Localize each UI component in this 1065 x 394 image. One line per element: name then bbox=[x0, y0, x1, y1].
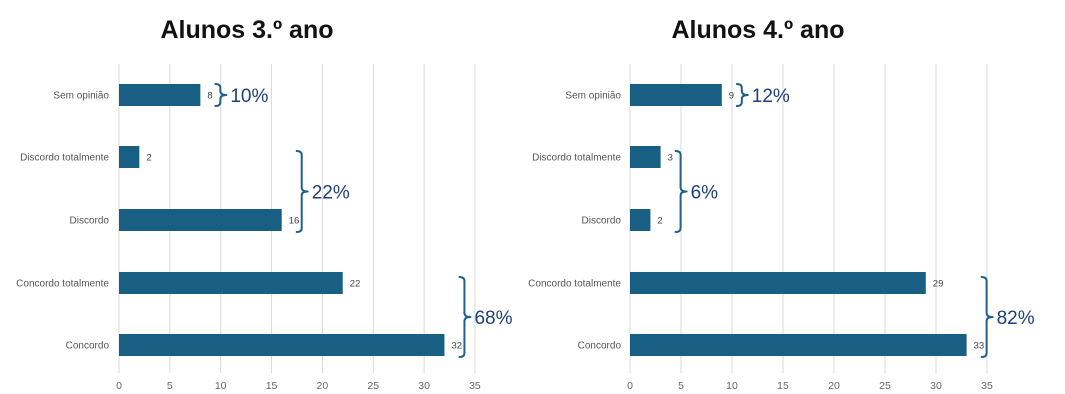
data-label: 32 bbox=[451, 341, 462, 352]
chart-title: Alunos 3.º ano bbox=[160, 16, 333, 44]
data-label: 8 bbox=[207, 91, 212, 102]
category-label: Discordo totalmente bbox=[532, 153, 621, 164]
data-label: 3 bbox=[668, 153, 673, 164]
category-label: Concordo bbox=[578, 341, 622, 352]
chart-alunos-3-ano: Alunos 3.º ano 0 5 10 15 20 25 30 35 Sem opinião… bbox=[16, 16, 512, 392]
category-label: Concordo totalmente bbox=[528, 279, 621, 290]
x-tick-label: 0 bbox=[627, 380, 633, 392]
data-label: 22 bbox=[350, 279, 361, 290]
bar bbox=[119, 84, 201, 106]
chart-title: Alunos 4.º ano bbox=[671, 16, 844, 44]
bar bbox=[119, 209, 282, 231]
x-tick-label: 25 bbox=[879, 380, 891, 392]
x-tick-label: 20 bbox=[828, 380, 840, 392]
category-label: Discordo bbox=[582, 216, 622, 227]
brace bbox=[674, 150, 688, 233]
chart-alunos-4-ano: Alunos 4.º ano 0 5 10 15 20 25 30 35 Sem opinião… bbox=[528, 16, 1035, 392]
brace bbox=[980, 276, 994, 358]
x-tick-label: 0 bbox=[116, 380, 122, 392]
percentage-annotation: 10% bbox=[230, 86, 268, 107]
x-tick-label: 15 bbox=[777, 380, 789, 392]
x-tick-label: 10 bbox=[215, 380, 227, 392]
bar bbox=[630, 272, 926, 294]
data-label: 29 bbox=[933, 279, 944, 290]
category-label: Concordo totalmente bbox=[16, 279, 109, 290]
percentage-annotation: 12% bbox=[752, 86, 790, 107]
percentage-annotation: 6% bbox=[691, 183, 719, 204]
x-tick-label: 5 bbox=[678, 380, 684, 392]
data-label: 9 bbox=[729, 91, 734, 102]
bar bbox=[630, 334, 967, 356]
category-label: Sem opinião bbox=[565, 91, 621, 102]
x-tick-label: 15 bbox=[266, 380, 278, 392]
bar bbox=[119, 334, 445, 356]
brace bbox=[214, 83, 228, 107]
data-label: 2 bbox=[146, 153, 151, 164]
gridlines bbox=[629, 64, 988, 373]
category-label: Sem opinião bbox=[53, 91, 109, 102]
brace bbox=[458, 276, 472, 358]
bar bbox=[119, 146, 140, 168]
data-label: 33 bbox=[974, 341, 985, 352]
x-tick-label: 30 bbox=[418, 380, 430, 392]
bar bbox=[630, 84, 722, 106]
category-label: Discordo bbox=[70, 216, 110, 227]
brace bbox=[295, 150, 309, 233]
percentage-annotation: 82% bbox=[997, 308, 1035, 329]
bar bbox=[630, 146, 661, 168]
bar bbox=[630, 209, 651, 231]
bar bbox=[119, 272, 343, 294]
data-label: 2 bbox=[657, 216, 662, 227]
percentage-annotation: 68% bbox=[474, 308, 512, 329]
data-label: 16 bbox=[289, 216, 300, 227]
x-tick-label: 35 bbox=[469, 380, 481, 392]
x-tick-label: 35 bbox=[981, 380, 993, 392]
brace bbox=[735, 83, 749, 107]
x-tick-label: 5 bbox=[167, 380, 173, 392]
x-tick-label: 10 bbox=[726, 380, 738, 392]
percentage-annotation: 22% bbox=[312, 183, 350, 204]
x-tick-label: 25 bbox=[367, 380, 379, 392]
x-tick-label: 30 bbox=[930, 380, 942, 392]
category-label: Concordo bbox=[66, 341, 110, 352]
category-label: Discordo totalmente bbox=[20, 153, 109, 164]
x-tick-label: 20 bbox=[317, 380, 329, 392]
